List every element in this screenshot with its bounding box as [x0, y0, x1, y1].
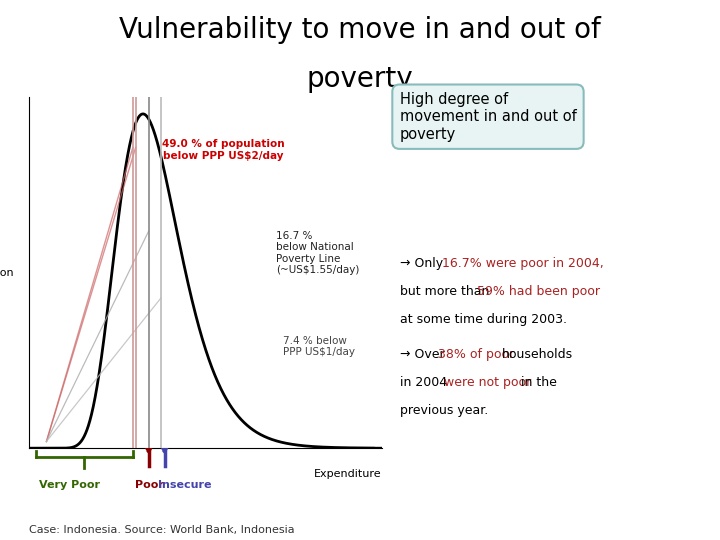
Text: 38% of poor: 38% of poor	[438, 348, 515, 361]
Text: 7.4 % below
PPP US$1/day: 7.4 % below PPP US$1/day	[283, 336, 355, 357]
Text: previous year.: previous year.	[400, 404, 488, 417]
Text: Vulnerability to move in and out of: Vulnerability to move in and out of	[119, 16, 601, 44]
Text: but more than: but more than	[400, 285, 493, 298]
Text: Case: Indonesia. Source: World Bank, Indonesia: Case: Indonesia. Source: World Bank, Ind…	[29, 524, 294, 535]
Text: → Only: → Only	[400, 256, 443, 269]
Text: 16.7 %
below National
Poverty Line
(~US$1.55/day): 16.7 % below National Poverty Line (~US$…	[276, 231, 359, 275]
Text: 16.7% were poor in 2004,: 16.7% were poor in 2004,	[442, 256, 604, 269]
Text: households: households	[502, 348, 573, 361]
Text: in 2004: in 2004	[400, 376, 451, 389]
Text: Expenditure: Expenditure	[314, 469, 382, 480]
Text: Population: Population	[0, 268, 14, 278]
Text: Poor: Poor	[135, 480, 163, 490]
Text: Very Poor: Very Poor	[40, 480, 100, 490]
Text: 59% had been poor: 59% had been poor	[477, 285, 600, 298]
Text: at some time during 2003.: at some time during 2003.	[400, 313, 567, 326]
Text: High degree of
movement in and out of
poverty: High degree of movement in and out of po…	[400, 92, 576, 141]
Text: 49.0 % of population
below PPP US$2/day: 49.0 % of population below PPP US$2/day	[161, 139, 284, 161]
Text: poverty: poverty	[307, 65, 413, 93]
Text: → Over: → Over	[400, 348, 449, 361]
Text: were not poor: were not poor	[444, 376, 531, 389]
Text: in the: in the	[517, 376, 557, 389]
Text: Insecure: Insecure	[158, 480, 211, 490]
